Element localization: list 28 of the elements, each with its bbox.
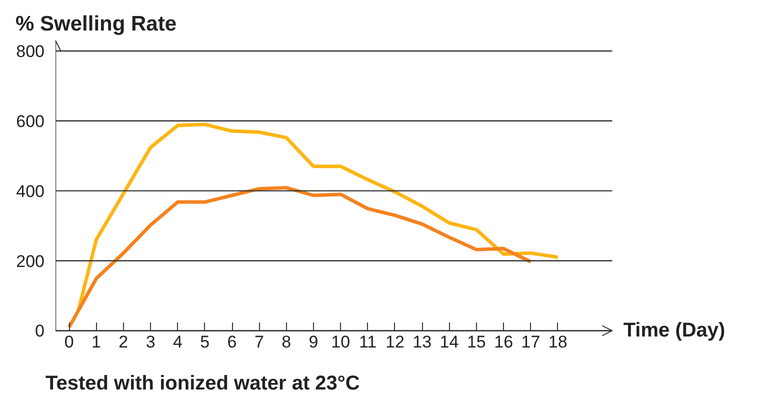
x-tick-label: 14 — [440, 332, 459, 352]
x-tick-label: 12 — [385, 332, 404, 352]
text: Tested with ionized water at 23°C — [46, 372, 360, 394]
line-series — [76, 122, 560, 312]
x-tick-label: 13 — [412, 332, 432, 352]
x-tick-label: 16 — [494, 332, 514, 352]
x-tick-label: 10 — [331, 332, 350, 352]
x-tick-label: 7 — [254, 332, 264, 352]
line-series — [67, 186, 532, 329]
y-tick-label: 600 — [16, 112, 45, 131]
x-tick-label: 8 — [282, 332, 292, 352]
x-tick-label: 17 — [521, 332, 540, 352]
x-tick-label: 0 — [64, 332, 74, 352]
x-tick-label: 5 — [200, 332, 210, 352]
y-axis-title: % Swelling Rate — [16, 12, 177, 36]
y-tick-label: 200 — [16, 252, 45, 271]
x-tick-label: 9 — [308, 332, 318, 352]
x-tick-label: 1 — [92, 332, 101, 352]
x-tick-label: 3 — [146, 332, 156, 352]
x-axis-title: Time (Day) — [623, 320, 726, 342]
y-tick-label: 800 — [16, 42, 45, 61]
x-tick-label: 15 — [466, 332, 486, 352]
x-tick-label: 2 — [118, 332, 128, 352]
x-tick-label: 11 — [358, 332, 377, 352]
x-tick-label: 4 — [172, 332, 182, 352]
y-tick-label: 400 — [16, 182, 45, 201]
x-tick-label: 18 — [548, 332, 568, 352]
x-tick-label: 6 — [227, 332, 237, 352]
